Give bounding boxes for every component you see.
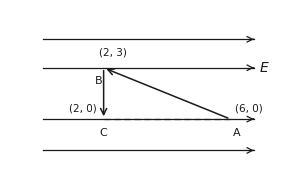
- Text: B: B: [95, 76, 102, 86]
- Text: E: E: [260, 61, 268, 75]
- Text: A: A: [233, 128, 240, 138]
- Text: (6, 0): (6, 0): [235, 103, 263, 113]
- Text: (2, 3): (2, 3): [99, 48, 127, 58]
- Text: C: C: [100, 128, 108, 138]
- Text: (2, 0): (2, 0): [69, 103, 97, 113]
